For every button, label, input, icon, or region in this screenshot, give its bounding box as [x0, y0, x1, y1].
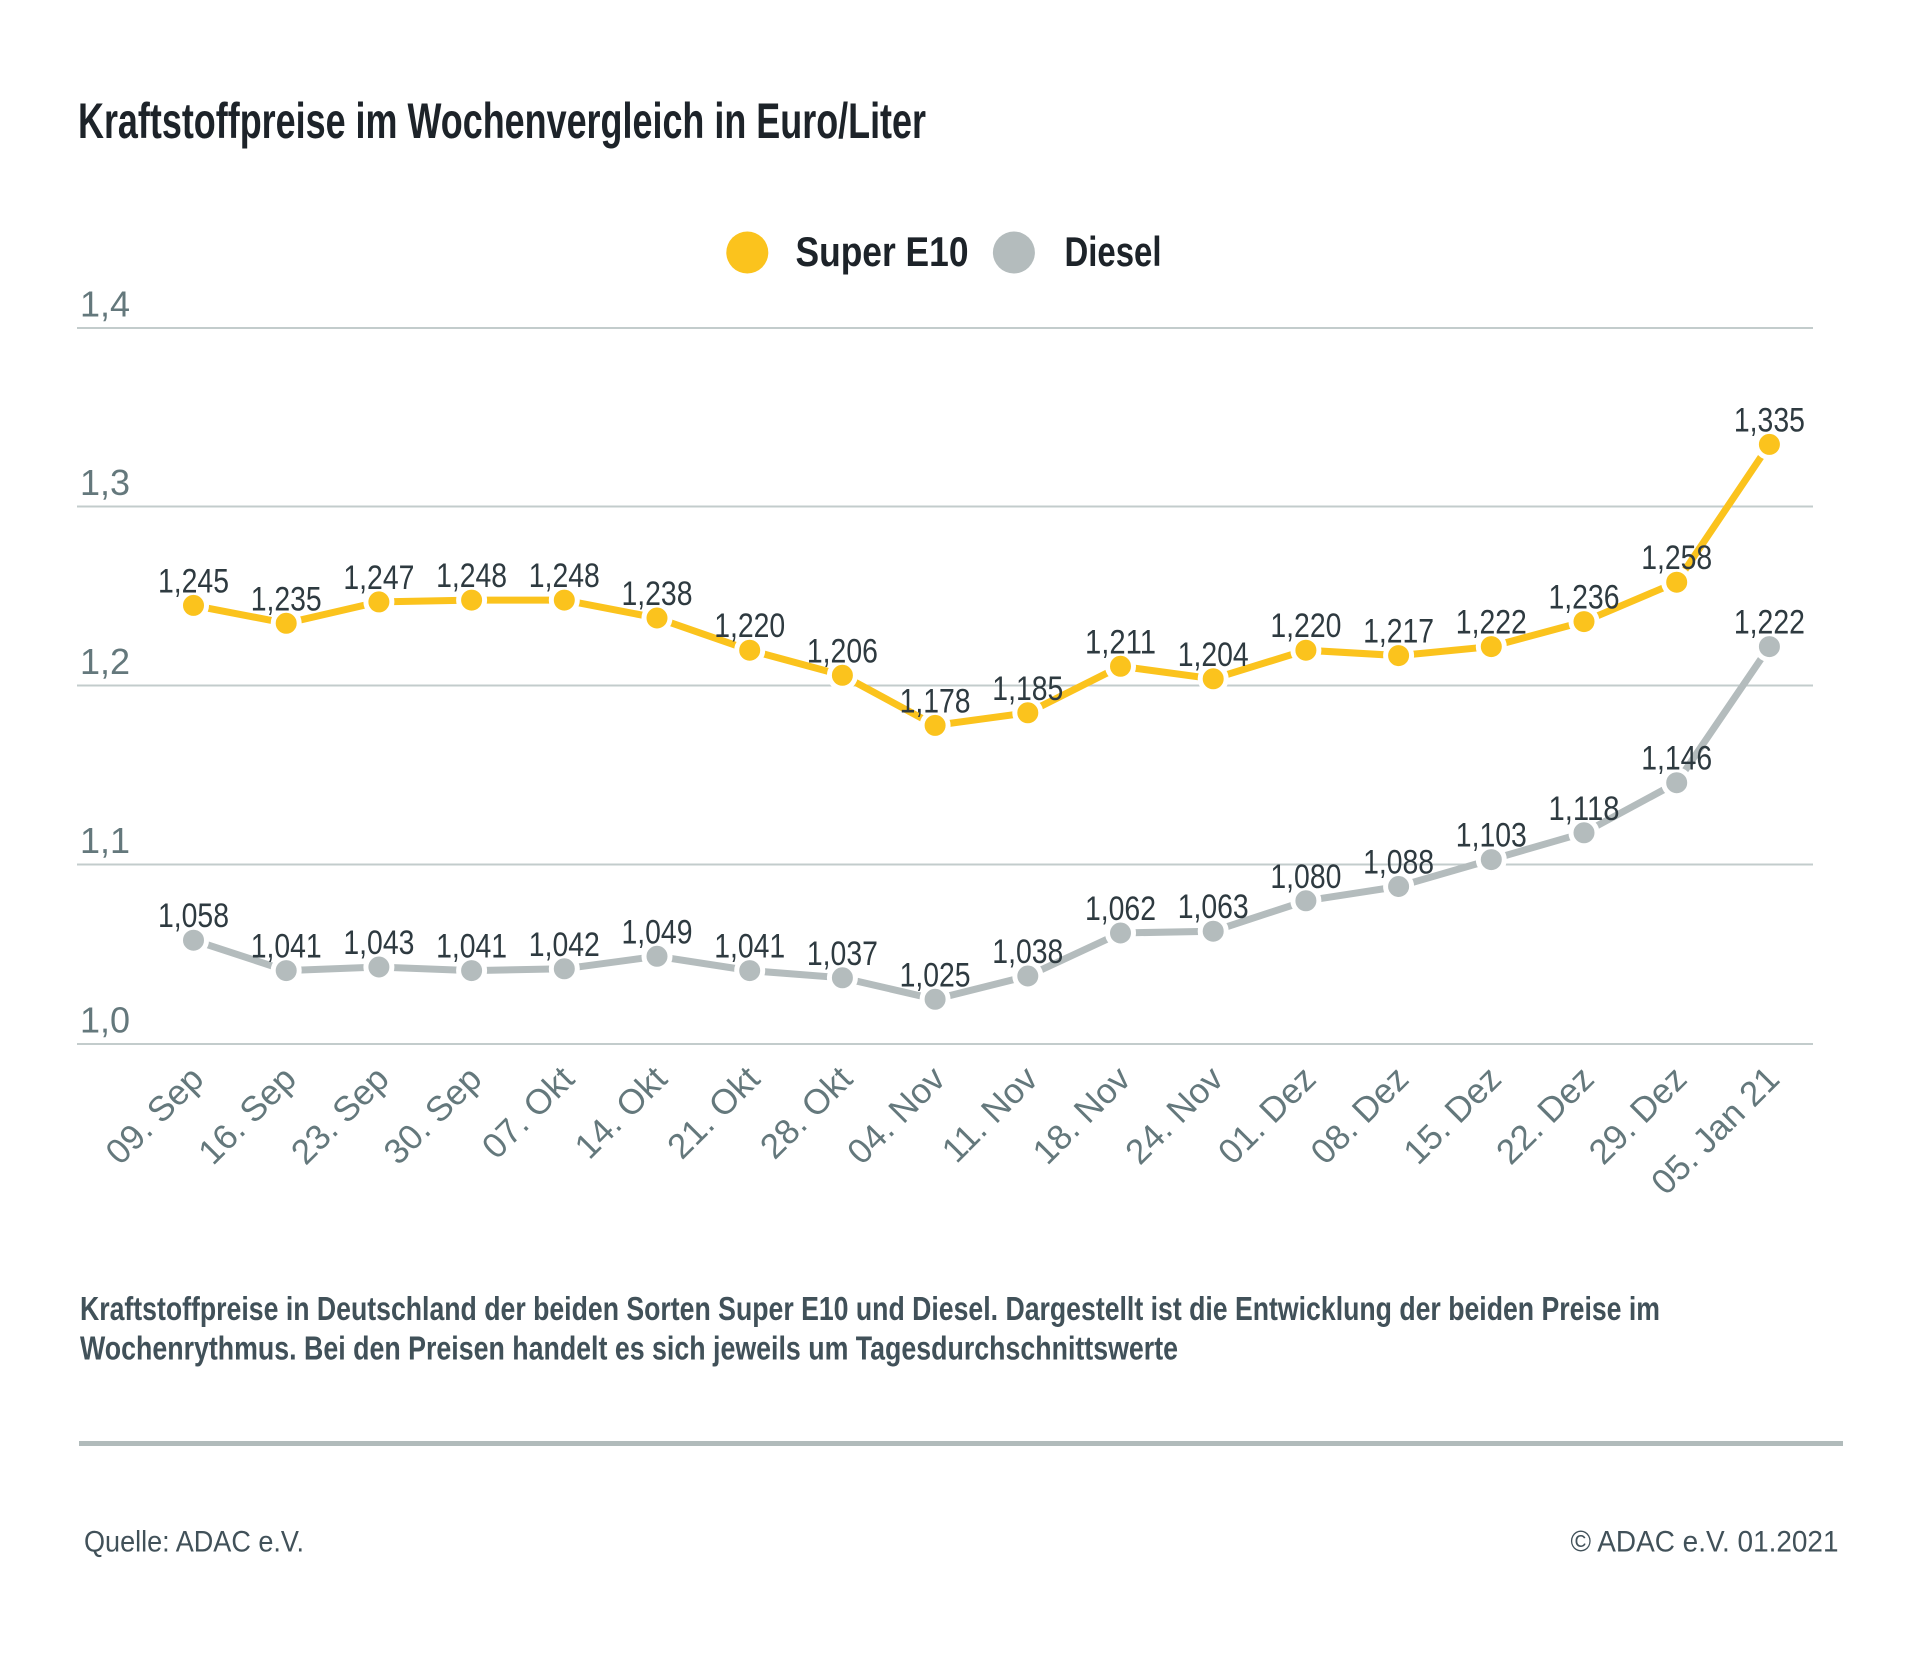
svg-text:1,248: 1,248 [529, 557, 600, 595]
svg-text:1,185: 1,185 [992, 670, 1063, 708]
svg-text:1,222: 1,222 [1456, 604, 1527, 642]
svg-text:1,088: 1,088 [1363, 844, 1434, 882]
svg-text:1,236: 1,236 [1549, 579, 1620, 617]
svg-text:1,038: 1,038 [992, 933, 1063, 971]
svg-text:1,220: 1,220 [714, 607, 785, 645]
svg-text:1,080: 1,080 [1270, 858, 1341, 896]
svg-text:Kraftstoffpreise in Deutschlan: Kraftstoffpreise in Deutschland der beid… [80, 1290, 1660, 1327]
svg-text:Quelle: ADAC e.V.: Quelle: ADAC e.V. [84, 1526, 304, 1559]
svg-text:1,041: 1,041 [251, 928, 322, 966]
svg-text:1,3: 1,3 [80, 462, 130, 503]
svg-text:1,103: 1,103 [1456, 817, 1527, 855]
svg-text:1,204: 1,204 [1178, 636, 1249, 674]
svg-text:1,041: 1,041 [436, 928, 507, 966]
svg-text:1,238: 1,238 [622, 575, 693, 613]
svg-text:1,245: 1,245 [158, 562, 229, 600]
svg-text:Wochenrythmus. Bei den Preisen: Wochenrythmus. Bei den Preisen handelt e… [80, 1330, 1178, 1367]
svg-text:1,220: 1,220 [1270, 607, 1341, 645]
svg-text:1,146: 1,146 [1641, 740, 1712, 778]
svg-text:1,042: 1,042 [529, 926, 600, 964]
svg-text:Diesel: Diesel [1065, 228, 1162, 275]
svg-text:1,217: 1,217 [1363, 613, 1434, 651]
svg-text:1,258: 1,258 [1641, 539, 1712, 577]
svg-text:1,178: 1,178 [900, 682, 971, 720]
svg-text:1,247: 1,247 [343, 559, 414, 597]
svg-text:1,1: 1,1 [80, 820, 130, 861]
svg-text:1,0: 1,0 [80, 1000, 130, 1041]
svg-text:1,025: 1,025 [900, 956, 971, 994]
svg-text:1,222: 1,222 [1734, 604, 1805, 642]
svg-text:1,2: 1,2 [80, 641, 130, 682]
svg-text:1,211: 1,211 [1085, 623, 1156, 661]
svg-text:Super E10: Super E10 [796, 228, 969, 275]
svg-text:1,335: 1,335 [1734, 401, 1805, 439]
svg-text:1,206: 1,206 [807, 632, 878, 670]
svg-text:1,037: 1,037 [807, 935, 878, 973]
svg-text:Kraftstoffpreise im Wochenverg: Kraftstoffpreise im Wochenvergleich in E… [78, 93, 926, 149]
svg-text:1,248: 1,248 [436, 557, 507, 595]
svg-text:1,4: 1,4 [80, 284, 130, 325]
svg-text:1,118: 1,118 [1549, 790, 1620, 828]
svg-text:1,041: 1,041 [714, 928, 785, 966]
svg-text:1,235: 1,235 [251, 580, 322, 618]
svg-text:© ADAC e.V. 01.2021: © ADAC e.V. 01.2021 [1571, 1526, 1839, 1559]
svg-text:1,058: 1,058 [158, 897, 229, 935]
svg-text:1,062: 1,062 [1085, 890, 1156, 928]
svg-text:1,063: 1,063 [1178, 888, 1249, 926]
svg-text:1,043: 1,043 [343, 924, 414, 962]
svg-text:1,049: 1,049 [622, 913, 693, 951]
